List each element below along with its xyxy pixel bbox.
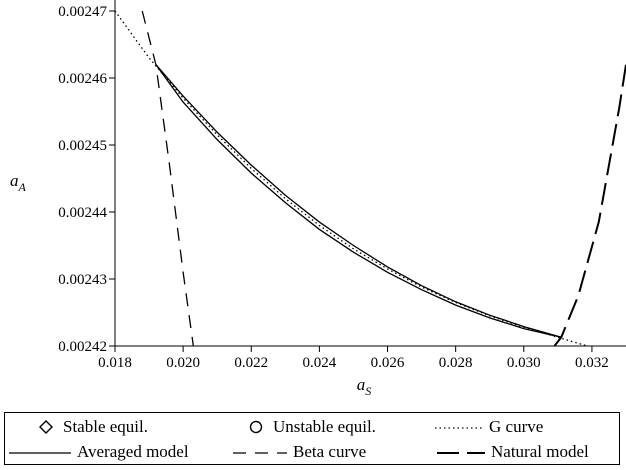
legend-label: Natural model — [491, 441, 589, 461]
legend-row: Stable equil. Unstable equil. G curve — [5, 414, 619, 439]
legend-entry-g-curve: G curve — [433, 414, 543, 439]
x-axis-label: aS — [357, 375, 372, 398]
dashed-line-icon — [233, 451, 287, 454]
x-axis-ticks: 0.018 0.020 0.022 0.024 0.026 0.028 0.030 0.032 — [98, 346, 609, 371]
x-tick-label: 0.024 — [303, 355, 337, 371]
plot-lines — [115, 10, 626, 346]
y-tick-label: 0.00242 — [58, 339, 107, 355]
legend-label: Beta curve — [293, 441, 367, 461]
series-natural-model — [553, 64, 626, 346]
y-axis-label: aA — [10, 171, 27, 194]
solid-line-icon — [9, 451, 71, 454]
legend-label: G curve — [489, 416, 544, 436]
y-axis-ticks: 0.00242 0.00243 0.00244 0.00245 0.00246 0.002… — [58, 4, 115, 355]
legend: Stable equil. Unstable equil. G curve Av… — [4, 412, 620, 465]
long-dashed-line-icon — [437, 451, 485, 454]
y-tick-label: 0.00247 — [58, 4, 107, 20]
diamond-marker-icon — [39, 419, 53, 434]
legend-entry-stable-equil: Stable equil. — [33, 414, 148, 439]
legend-label: Averaged model — [77, 441, 189, 461]
x-tick-label: 0.030 — [507, 355, 541, 371]
y-tick-label: 0.00244 — [58, 205, 107, 221]
x-tick-label: 0.028 — [439, 355, 473, 371]
series-beta-curve — [141, 10, 194, 346]
x-tick-label: 0.022 — [234, 355, 268, 371]
legend-label: Stable equil. — [63, 416, 148, 436]
chart: 0.018 0.020 0.022 0.024 0.026 0.028 0.030 0.032… — [10, 0, 626, 398]
legend-entry-averaged-model: Averaged model — [7, 439, 189, 464]
y-tick-label: 0.00245 — [58, 138, 107, 154]
x-tick-label: 0.018 — [98, 355, 132, 371]
x-tick-label: 0.032 — [575, 355, 609, 371]
series-averaged-model-branch-1 — [155, 64, 562, 338]
x-tick-label: 0.026 — [371, 355, 405, 371]
y-tick-label: 0.00246 — [58, 71, 107, 87]
legend-entry-beta-curve: Beta curve — [231, 439, 366, 464]
y-tick-label: 0.00243 — [58, 272, 107, 288]
legend-label: Unstable equil. — [273, 416, 376, 436]
x-tick-label: 0.020 — [166, 355, 200, 371]
dotted-line-icon — [435, 426, 483, 429]
legend-entry-natural-model: Natural model — [435, 439, 589, 464]
axes — [114, 0, 626, 347]
circle-marker-icon — [249, 420, 263, 433]
legend-entry-unstable-equil: Unstable equil. — [243, 414, 376, 439]
series-g-curve — [115, 10, 590, 346]
legend-row: Averaged model Beta curve Natural model — [5, 439, 619, 464]
series-averaged-model-branch-2 — [155, 64, 562, 338]
